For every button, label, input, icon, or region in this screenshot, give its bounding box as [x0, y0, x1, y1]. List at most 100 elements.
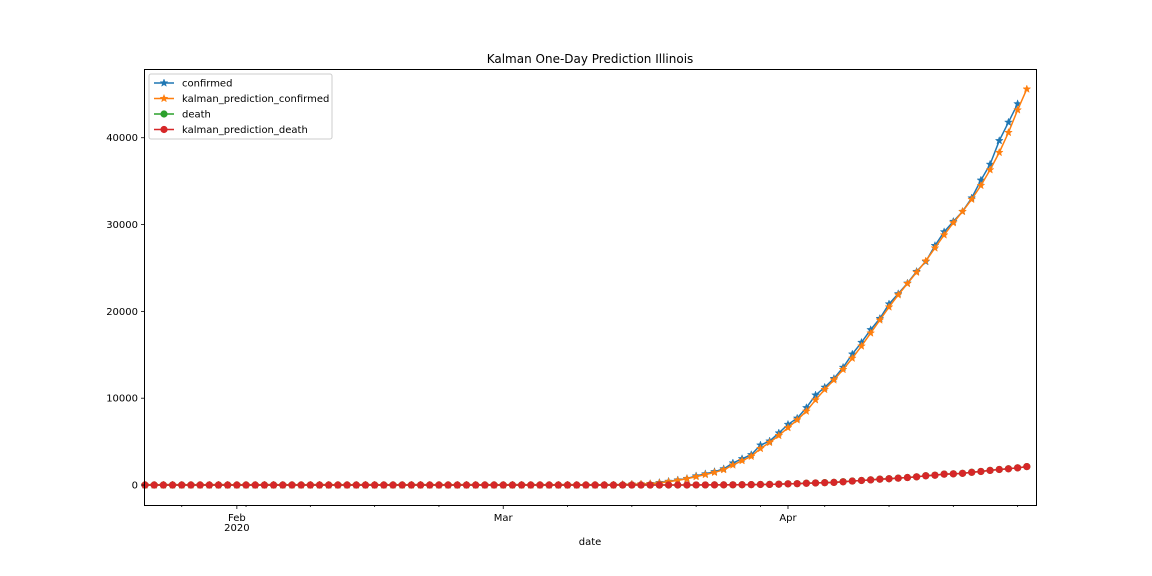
data-point [838, 364, 848, 374]
data-point [876, 475, 884, 483]
data-point [986, 466, 994, 475]
data-point [664, 481, 673, 489]
series-confirmed [140, 99, 1023, 489]
data-point [582, 481, 590, 489]
data-point [637, 481, 645, 489]
data-point [187, 481, 195, 489]
data-point [196, 481, 204, 489]
data-point [922, 472, 930, 480]
data-point [600, 481, 608, 489]
data-point [949, 470, 957, 478]
data-point [518, 481, 526, 489]
data-point [884, 302, 894, 311]
data-point [784, 480, 792, 488]
data-point [820, 384, 830, 394]
data-point [205, 481, 213, 489]
chart-title: Kalman One-Day Prediction Illinois [487, 52, 694, 66]
data-point [334, 481, 342, 489]
data-point [619, 481, 627, 489]
data-point [178, 481, 186, 489]
data-point [894, 474, 902, 482]
data-point [692, 481, 700, 489]
legend-marker [159, 93, 169, 103]
data-point [573, 481, 581, 489]
data-point [380, 481, 388, 489]
data-point [710, 481, 719, 489]
data-point [554, 481, 562, 489]
data-point [325, 481, 333, 489]
data-point [948, 218, 958, 227]
data-point [746, 451, 756, 461]
data-point [893, 290, 903, 299]
data-point [1023, 463, 1031, 471]
data-point [297, 481, 305, 489]
legend-box [148, 73, 333, 140]
data-point [821, 479, 829, 487]
x-axis-label: date [579, 537, 602, 548]
y-tick-label: 20000 [106, 307, 138, 318]
data-point [766, 480, 774, 489]
data-point [866, 328, 876, 337]
data-point [802, 479, 810, 487]
data-point [967, 194, 977, 204]
series-line-kalman_prediction_confirmed [145, 88, 1028, 486]
data-point [150, 481, 158, 489]
legend-item: kalman_prediction_confirmed [154, 93, 329, 105]
legend-marker [160, 125, 168, 134]
data-point [1014, 464, 1022, 472]
data-point [407, 481, 415, 489]
data-point [242, 481, 250, 489]
data-point [168, 481, 177, 489]
data-point [903, 473, 912, 482]
data-point [361, 481, 370, 489]
legend: confirmed kalman_prediction_confirmeddeat… [148, 73, 333, 140]
data-point [224, 481, 232, 489]
series-line-confirmed [145, 103, 1019, 486]
data-point [857, 476, 866, 485]
data-point [738, 481, 746, 489]
x-tick-sublabel: 2020 [224, 523, 249, 534]
data-point [279, 481, 287, 489]
data-point [867, 476, 875, 484]
data-point [968, 468, 976, 476]
x-tick-label: Mar [494, 513, 514, 524]
y-axis: 0 10000 20000 30000 40000 [106, 133, 145, 492]
data-point [710, 467, 719, 477]
data-point [1003, 117, 1013, 127]
data-point [793, 480, 801, 488]
data-point [976, 180, 986, 190]
data-point [444, 481, 452, 489]
data-point [435, 481, 443, 489]
data-point [508, 481, 517, 489]
data-point [756, 480, 765, 489]
data-point [655, 481, 663, 489]
data-point [700, 469, 710, 479]
data-point [1013, 105, 1023, 114]
legend-label: death [182, 110, 211, 121]
data-point [939, 230, 949, 239]
data-point [847, 353, 857, 363]
data-point [958, 206, 967, 216]
data-point [674, 481, 682, 489]
data-point [269, 481, 278, 489]
data-point [1022, 84, 1032, 93]
data-point [729, 481, 737, 489]
data-point [527, 481, 535, 489]
data-point [251, 481, 259, 489]
data-point [792, 415, 802, 424]
series-kalman_prediction_confirmed [140, 84, 1032, 489]
x-tick-label: Apr [779, 513, 797, 524]
legend-item: confirmed [154, 78, 232, 90]
data-point [416, 481, 425, 489]
data-point [902, 278, 912, 288]
data-point [885, 475, 893, 483]
data-point [994, 147, 1004, 157]
data-point [801, 406, 811, 416]
data-point [306, 481, 314, 489]
data-point [783, 423, 793, 432]
data-point [737, 456, 747, 465]
data-point [545, 481, 553, 489]
legend-label: confirmed [182, 79, 232, 90]
